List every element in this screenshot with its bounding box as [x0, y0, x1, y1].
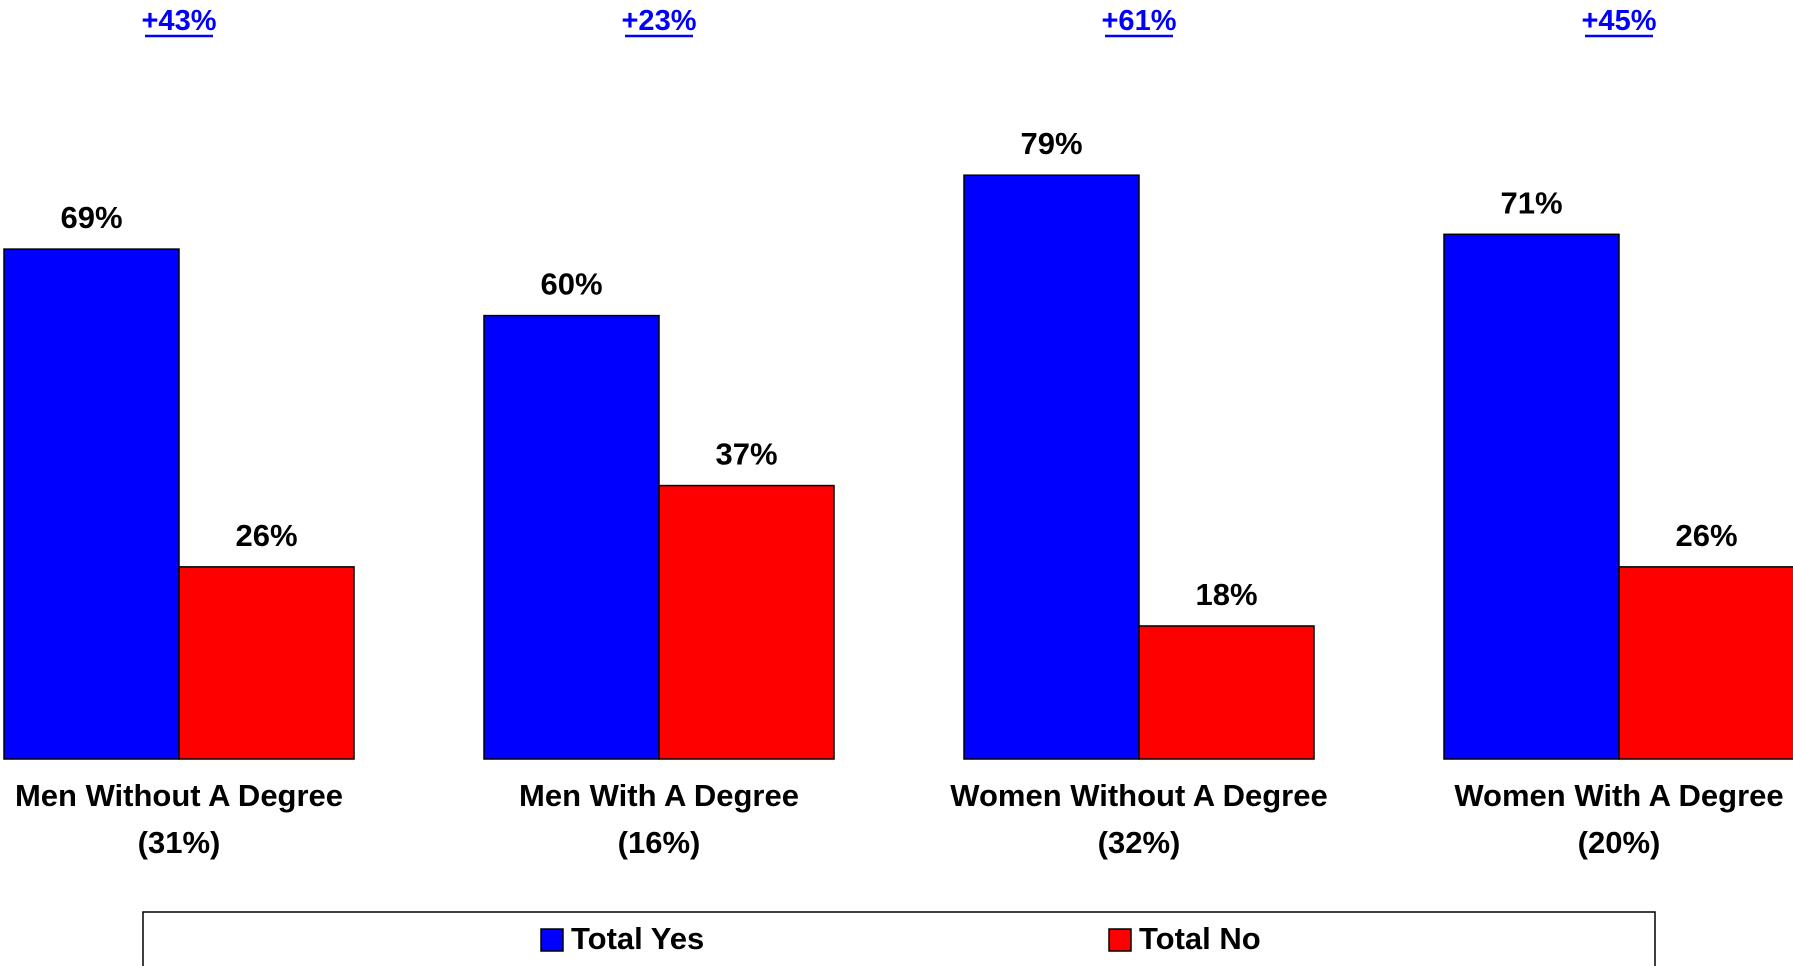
bar-total-no-women-with-a-degree: [1619, 567, 1793, 759]
bar-total-no-men-with-a-degree: [659, 486, 834, 759]
bar-total-yes-women-without-a-degree: [964, 175, 1139, 759]
category-label: Men Without A Degree: [15, 778, 343, 813]
data-label-total-no-women-with-a-degree: 26%: [1675, 518, 1737, 553]
legend: Total Yes Total No: [143, 912, 1655, 966]
category-share-label: (32%): [1098, 825, 1181, 860]
category-label: Women With A Degree: [1454, 778, 1783, 813]
category-label: Men With A Degree: [519, 778, 799, 813]
bars: [4, 175, 1793, 759]
bar-total-no-women-without-a-degree: [1139, 626, 1314, 759]
legend-label-total-yes: Total Yes: [571, 921, 704, 956]
category-share-label: (20%): [1578, 825, 1661, 860]
margin-label: +61%: [1102, 5, 1177, 37]
data-label-total-no-women-without-a-degree: 18%: [1195, 577, 1257, 612]
data-label-total-yes-women-with-a-degree: 71%: [1500, 185, 1562, 220]
category-labels: Men Without A Degree (31%) Men With A Degr…: [15, 778, 1784, 860]
legend-swatch-total-no: [1109, 929, 1131, 951]
data-label-total-no-men-with-a-degree: 37%: [715, 437, 777, 472]
bar-total-no-men-without-a-degree: [179, 567, 354, 759]
data-label-total-no-men-without-a-degree: 26%: [235, 518, 297, 553]
bar-total-yes-men-without-a-degree: [4, 249, 179, 759]
data-label-total-yes-women-without-a-degree: 79%: [1020, 126, 1082, 161]
margin-label: +45%: [1582, 5, 1657, 37]
margin-label: +43%: [142, 5, 217, 37]
legend-swatch-total-yes: [541, 929, 563, 951]
data-label-total-yes-men-with-a-degree: 60%: [540, 267, 602, 302]
margin-label: +23%: [622, 5, 697, 37]
data-label-total-yes-men-without-a-degree: 69%: [60, 200, 122, 235]
legend-box: [143, 912, 1655, 966]
bar-total-yes-men-with-a-degree: [484, 316, 659, 759]
category-share-label: (31%): [138, 825, 221, 860]
category-share-label: (16%): [618, 825, 701, 860]
bar-total-yes-women-with-a-degree: [1444, 234, 1619, 759]
category-label: Women Without A Degree: [950, 778, 1327, 813]
legend-label-total-no: Total No: [1139, 921, 1261, 956]
margin-labels: +43% +23% +61% +45%: [142, 5, 1657, 37]
